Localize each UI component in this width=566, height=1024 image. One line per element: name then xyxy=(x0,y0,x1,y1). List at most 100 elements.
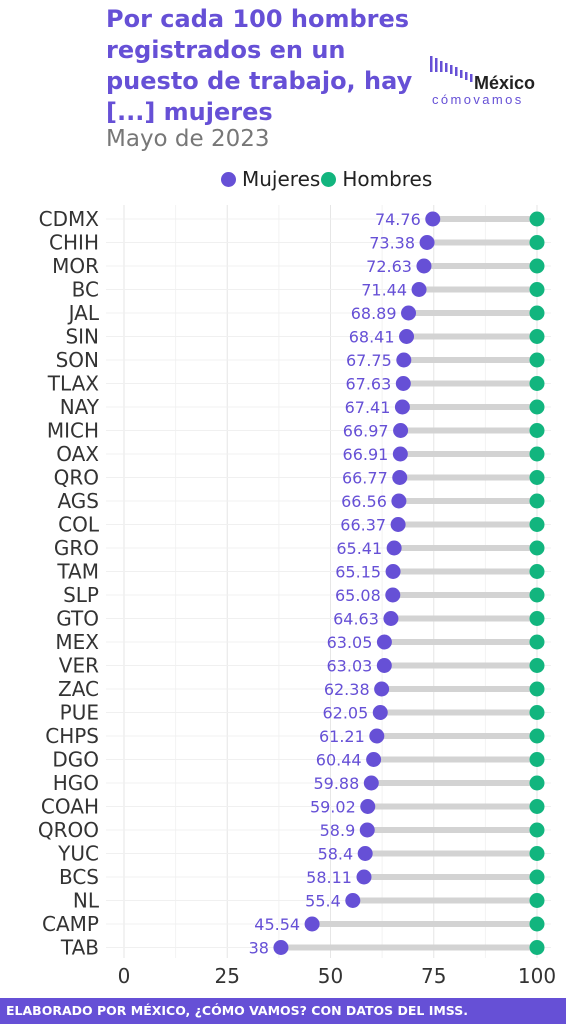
mujeres-value-label: 73.38 xyxy=(369,234,415,253)
row-slp: SLP 65.08 xyxy=(63,583,545,607)
chart-rows: CDMX 74.76 CHIH 73.38 MOR 72.63 BC 71.44 JAL 68.8… xyxy=(38,207,545,960)
mujeres-value-label: 59.88 xyxy=(313,774,359,793)
hombres-point xyxy=(529,258,545,274)
category-label: TAM xyxy=(56,560,99,584)
x-tick-label: 0 xyxy=(118,964,131,988)
mujeres-value-label: 66.91 xyxy=(343,445,389,464)
mujeres-point xyxy=(363,775,379,791)
logo-bars-icon xyxy=(430,56,473,82)
mujeres-value-label: 67.41 xyxy=(345,398,391,417)
mujeres-point xyxy=(392,470,408,485)
hombres-point xyxy=(529,352,545,368)
row-camp: CAMP 45.54 xyxy=(42,912,545,936)
category-label: COAH xyxy=(41,795,99,819)
row-pue: PUE 62.05 xyxy=(60,701,545,725)
mujeres-value-label: 62.05 xyxy=(322,704,368,723)
category-label: SON xyxy=(56,348,99,372)
legend: Mujeres Hombres xyxy=(221,166,432,192)
category-label: TAB xyxy=(60,936,99,960)
row-nay: NAY 67.41 xyxy=(60,395,545,419)
mujeres-value-label: 67.63 xyxy=(345,375,391,394)
row-gto: GTO 64.63 xyxy=(56,607,545,631)
mujeres-value-label: 55.4 xyxy=(305,892,341,911)
category-label: QROO xyxy=(38,818,99,842)
mujeres-point xyxy=(401,305,417,321)
hombres-point xyxy=(529,752,545,767)
hombres-point xyxy=(529,587,545,603)
row-oax: OAX 66.91 xyxy=(56,442,545,466)
hombres-point xyxy=(529,658,545,673)
hombres-point xyxy=(529,399,545,415)
row-bc: BC 71.44 xyxy=(72,278,545,302)
chart-subtitle: Mayo de 2023 xyxy=(106,126,270,152)
mujeres-value-label: 58.11 xyxy=(306,868,352,887)
row-jal: JAL 68.89 xyxy=(67,301,545,325)
category-label: SLP xyxy=(63,583,99,607)
hombres-point xyxy=(529,446,545,462)
category-label: SIN xyxy=(65,325,99,349)
row-mich: MICH 66.97 xyxy=(47,419,545,443)
mujeres-point xyxy=(391,493,407,509)
mujeres-point xyxy=(425,211,441,227)
row-coah: COAH 59.02 xyxy=(41,795,545,819)
row-bcs: BCS 58.11 xyxy=(59,865,545,889)
category-label: CHPS xyxy=(45,724,99,748)
category-label: HGO xyxy=(53,771,99,795)
mujeres-value-label: 45.54 xyxy=(254,915,300,934)
legend-dot-hombres xyxy=(321,171,337,187)
mujeres-value-label: 65.08 xyxy=(335,586,381,605)
x-axis: 0 25 50 75 100 xyxy=(118,964,556,988)
hombres-point xyxy=(529,470,545,485)
hombres-point xyxy=(529,799,545,814)
mujeres-point xyxy=(385,564,401,579)
footer-credit: ELABORADO POR MÉXICO, ¿CÓMO VAMOS? CON D… xyxy=(0,998,566,1024)
mujeres-value-label: 68.41 xyxy=(349,328,395,347)
mujeres-point xyxy=(359,822,375,838)
category-label: CHIH xyxy=(49,231,99,255)
legend-item-hombres: Hombres xyxy=(321,167,432,191)
row-ags: AGS 66.56 xyxy=(57,489,545,513)
logo-text-top: México xyxy=(474,73,535,93)
row-son: SON 67.75 xyxy=(56,348,545,372)
row-sin: SIN 68.41 xyxy=(65,325,545,349)
chart-title: Por cada 100 hombres registrados en un p… xyxy=(106,5,413,126)
mujeres-value-label: 64.63 xyxy=(333,610,379,629)
hombres-point xyxy=(529,423,545,438)
mujeres-value-label: 68.89 xyxy=(351,304,397,323)
hombres-point xyxy=(529,564,545,579)
x-tick-label: 75 xyxy=(421,964,446,988)
mujeres-point xyxy=(273,940,289,955)
dumbbell-chart: CDMX 74.76 CHIH 73.38 MOR 72.63 BC 71.44 JAL 68.8… xyxy=(38,205,556,988)
category-label: MOR xyxy=(52,254,99,278)
row-yuc: YUC 58.4 xyxy=(57,842,545,866)
row-col: COL 66.37 xyxy=(58,513,545,537)
category-label: JAL xyxy=(67,301,100,325)
row-mor: MOR 72.63 xyxy=(52,254,545,278)
mujeres-point xyxy=(390,517,406,532)
row-zac: ZAC 62.38 xyxy=(58,677,545,701)
row-ver: VER 63.03 xyxy=(59,654,545,678)
mujeres-point xyxy=(394,399,410,415)
mujeres-point xyxy=(395,376,411,391)
mujeres-value-label: 66.37 xyxy=(340,516,386,535)
x-tick-label: 50 xyxy=(318,964,343,988)
mujeres-point xyxy=(416,258,432,274)
hombres-point xyxy=(529,235,545,250)
x-tick-label: 25 xyxy=(215,964,240,988)
category-label: PUE xyxy=(60,701,99,725)
hombres-point xyxy=(529,211,545,227)
category-label: TLAX xyxy=(47,372,100,396)
mujeres-point xyxy=(376,634,392,650)
category-label: NAY xyxy=(60,395,100,419)
row-chih: CHIH 73.38 xyxy=(49,231,545,255)
row-qroo: QROO 58.9 xyxy=(38,818,545,842)
mujeres-point xyxy=(383,611,399,626)
mujeres-point xyxy=(357,846,373,861)
mujeres-value-label: 66.56 xyxy=(341,492,387,511)
legend-item-mujeres: Mujeres xyxy=(221,167,320,191)
row-gro: GRO 65.41 xyxy=(54,536,545,560)
mujeres-value-label: 65.15 xyxy=(335,563,381,582)
hombres-point xyxy=(529,705,545,720)
hombres-point xyxy=(529,916,545,932)
category-label: QRO xyxy=(54,466,99,490)
